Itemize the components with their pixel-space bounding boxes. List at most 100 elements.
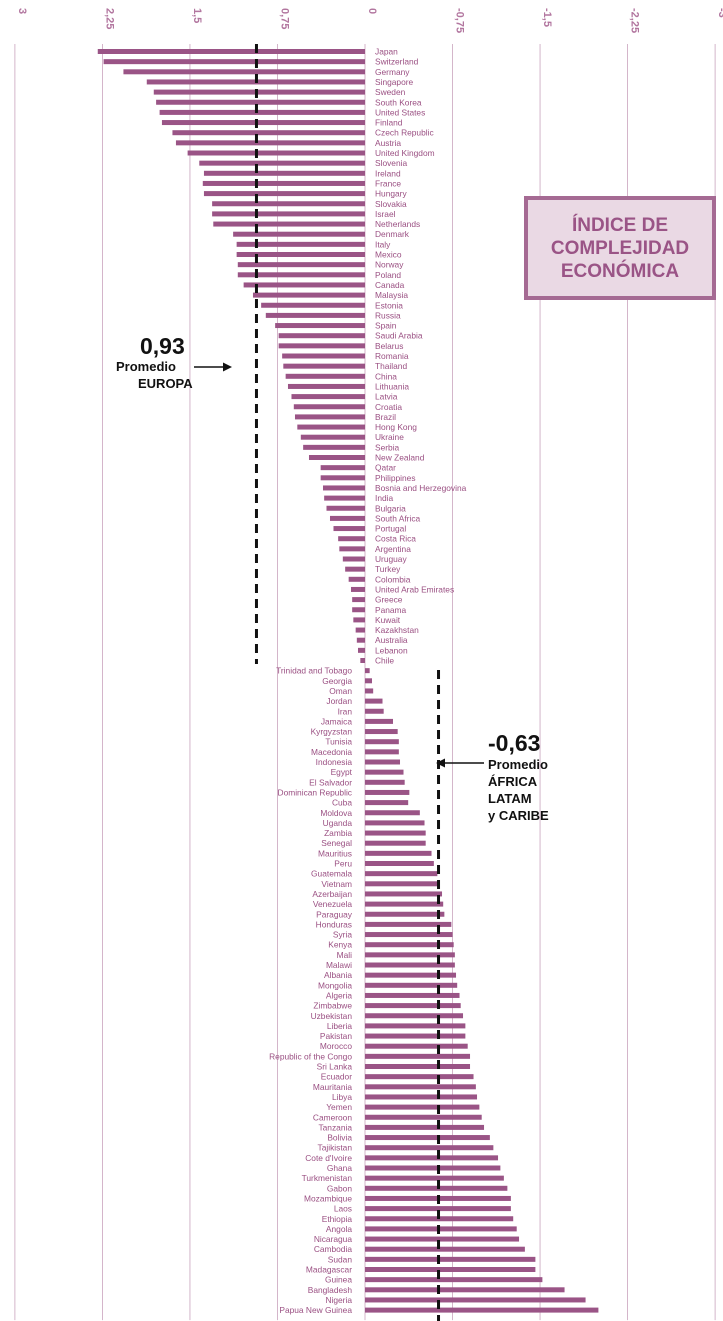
label-italy: Italy [375, 239, 391, 249]
bar-kuwait [353, 617, 365, 623]
bar-angola [365, 1226, 517, 1232]
label-panama: Panama [375, 605, 407, 615]
label-senegal: Senegal [321, 838, 352, 848]
label-liberia: Liberia [327, 1021, 352, 1031]
axis-ticks: 3 2,25 1,5 0,75 0 -0,75 -1,5 -2,25 -3 [16, 8, 723, 33]
label-sri-lanka: Sri Lanka [317, 1062, 353, 1072]
label-ukraine: Ukraine [375, 432, 404, 442]
bar-madagascar [365, 1267, 536, 1272]
label-vietnam: Vietnam [321, 879, 352, 889]
bar-el-salvador [365, 779, 405, 785]
bar-finland [161, 120, 365, 126]
chart-title-box: ÍNDICE DE COMPLEJIDAD ECONÓMICA [524, 196, 716, 300]
bar-bolivia [365, 1135, 490, 1141]
bar-ghana [365, 1165, 501, 1171]
bar-syria [365, 932, 453, 938]
label-austria: Austria [375, 138, 401, 148]
label-zimbabwe: Zimbabwe [313, 1001, 352, 1011]
label-philippines: Philippines [375, 473, 416, 483]
label-angola: Angola [326, 1224, 352, 1234]
label-slovenia: Slovenia [375, 158, 407, 168]
bar-canada [243, 282, 365, 288]
label-united-arab-emirates: United Arab Emirates [375, 584, 454, 594]
bar-italy [236, 241, 365, 247]
label-mozambique: Mozambique [304, 1193, 352, 1203]
label-finland: Finland [375, 118, 403, 128]
label-kenya: Kenya [328, 940, 352, 950]
label-trinidad-and-tobago: Trinidad and Tobago [276, 666, 352, 676]
bar-honduras [365, 921, 452, 927]
label-israel: Israel [375, 209, 396, 219]
bar-united-arab-emirates [350, 586, 365, 592]
bar-estonia [261, 302, 365, 308]
bar-china [285, 373, 365, 379]
label-qatar: Qatar [375, 463, 396, 473]
label-chile: Chile [375, 656, 394, 666]
bar-turkmenistan [365, 1175, 504, 1181]
label-new-zealand: New Zealand [375, 453, 425, 463]
bar-slovakia [212, 201, 365, 207]
bar-guinea [365, 1277, 543, 1283]
bar-laos [365, 1206, 511, 1212]
label-azerbaijan: Azerbaijan [312, 889, 352, 899]
label-libya: Libya [332, 1092, 352, 1102]
label-kuwait: Kuwait [375, 615, 401, 625]
bar-dominican-republic [365, 789, 410, 795]
bar-czech-republic [172, 130, 365, 136]
bar-latvia [291, 394, 365, 400]
bar-ireland [203, 170, 365, 176]
label-papua-new-guinea: Papua New Guinea [279, 1305, 352, 1315]
bar-argentina [339, 546, 365, 552]
bar-oman [365, 688, 374, 694]
tick-label-1-5: 1,5 [191, 8, 203, 23]
tick-label-0-75: 0,75 [278, 8, 290, 29]
label-peru: Peru [334, 859, 352, 869]
label-lithuania: Lithuania [375, 381, 409, 391]
africa-average-region-3: y CARIBE [488, 808, 549, 823]
bar-moldova [365, 810, 420, 816]
label-saudi-arabia: Saudi Arabia [375, 331, 423, 341]
label-zambia: Zambia [324, 828, 352, 838]
label-belarus: Belarus [375, 341, 403, 351]
label-united-states: United States [375, 107, 425, 117]
bar-serbia [303, 444, 365, 450]
bar-malaysia [252, 292, 365, 298]
bar-egypt [365, 769, 404, 775]
bar-nigeria [365, 1297, 586, 1303]
label-gabon: Gabon [327, 1183, 352, 1193]
label-brazil: Brazil [375, 412, 396, 422]
bar-nicaragua [365, 1236, 520, 1242]
label-guinea: Guinea [325, 1275, 352, 1285]
label-mauritius: Mauritius [318, 848, 352, 858]
label-malaysia: Malaysia [375, 290, 408, 300]
label-ethiopia: Ethiopia [322, 1214, 353, 1224]
bar-liberia [365, 1023, 466, 1029]
label-norway: Norway [375, 260, 404, 270]
label-greece: Greece [375, 595, 403, 605]
label-bulgaria: Bulgaria [375, 503, 406, 513]
bar-cameroon [365, 1114, 482, 1120]
label-nigeria: Nigeria [325, 1295, 352, 1305]
bar-greece [352, 597, 365, 603]
label-georgia: Georgia [322, 676, 352, 686]
tick-label-3: 3 [16, 8, 28, 14]
bar-united-states [159, 109, 365, 115]
chart-title-line-2: COMPLEJIDAD [550, 237, 690, 259]
label-sweden: Sweden [375, 87, 406, 97]
tick-label-2-25: 2,25 [103, 8, 115, 29]
bar-brazil [294, 414, 365, 420]
bar-russia [265, 312, 365, 318]
bar-mali [365, 952, 455, 958]
bar-sweden [153, 89, 365, 95]
bar-papua-new-guinea [365, 1307, 599, 1313]
bar-georgia [365, 678, 373, 684]
bar-india [324, 495, 365, 501]
bar-jamaica [365, 718, 394, 724]
africa-arrow [436, 758, 484, 768]
label-madagascar: Madagascar [306, 1265, 352, 1275]
label-south-korea: South Korea [375, 97, 422, 107]
bar-belarus [278, 343, 365, 349]
label-hong-kong: Hong Kong [375, 422, 417, 432]
label-france: France [375, 178, 401, 188]
label-macedonia: Macedonia [311, 747, 352, 757]
